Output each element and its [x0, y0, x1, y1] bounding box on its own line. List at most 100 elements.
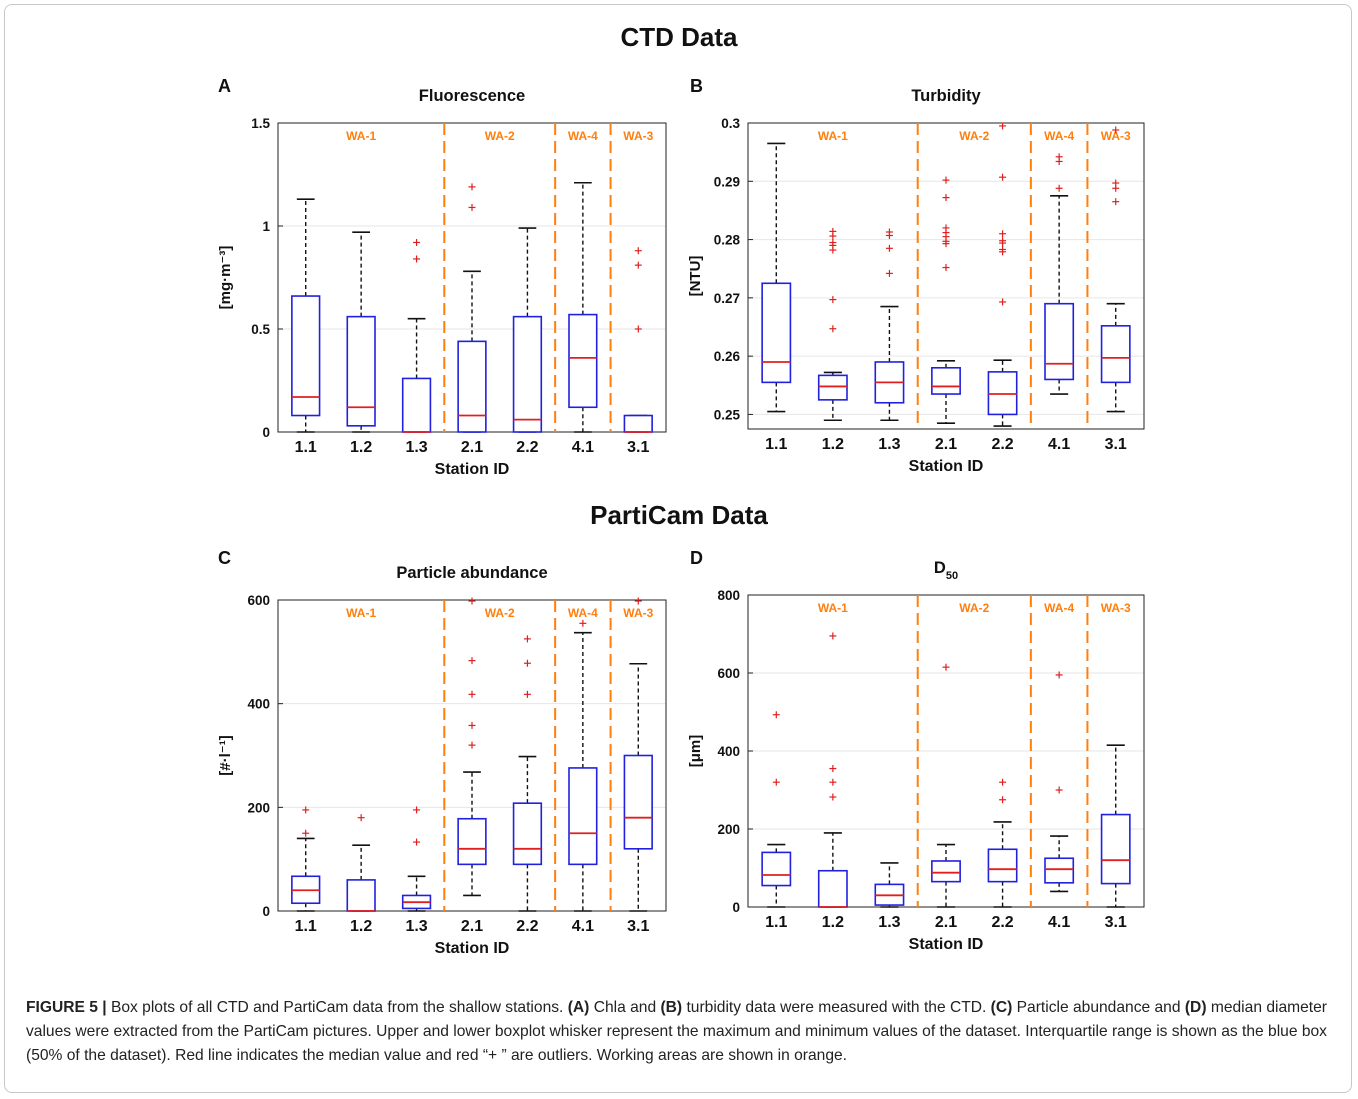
outlier-marker	[829, 296, 837, 304]
box-1-1	[761, 711, 792, 908]
box-3-1	[1100, 126, 1131, 413]
y-tick-label: 0.29	[714, 174, 740, 189]
box-2-1	[931, 663, 961, 908]
x-tick-label-2-2: 2.2	[991, 436, 1013, 453]
outlier-marker	[302, 806, 310, 814]
x-axis-label: Station ID	[909, 936, 984, 953]
x-tick-label-1-3: 1.3	[405, 918, 427, 935]
x-tick-label-1-1: 1.1	[295, 439, 317, 456]
x-tick-label-1-2: 1.2	[822, 436, 844, 453]
caption-ref-c: (C)	[990, 999, 1013, 1016]
outlier-marker	[468, 597, 476, 605]
iqr-box	[457, 340, 487, 433]
working-area-label-wa-3: WA-3	[1101, 129, 1131, 143]
outlier-marker	[829, 632, 837, 640]
chart-d-group: WA-1 WA-2 WA-4 WA-3 0 200 400 600 800 1.1 1.2 1.3 2.…	[687, 559, 1145, 953]
chart-title: D50	[934, 559, 958, 582]
outlier-marker	[413, 238, 421, 246]
x-axis-label: Station ID	[435, 940, 510, 957]
ctd-section-title: CTD Data	[620, 22, 738, 52]
panel-letter-a: A	[218, 76, 231, 96]
outlier-marker	[829, 793, 837, 801]
plot-frame	[747, 122, 1145, 430]
working-area-label-wa-3: WA-3	[623, 129, 653, 143]
iqr-box	[817, 374, 848, 401]
box-1-2	[346, 231, 376, 433]
x-tick-label-1-3: 1.3	[878, 914, 900, 931]
outlier-marker	[523, 690, 531, 698]
x-tick-label-4-1: 4.1	[572, 439, 594, 456]
outlier-marker	[523, 635, 531, 643]
iqr-box	[346, 315, 376, 427]
caption-ref-a: (A)	[567, 999, 590, 1016]
x-tick-label-2-2: 2.2	[991, 914, 1013, 931]
working-area-label-wa-1: WA-1	[818, 129, 848, 143]
caption-ref-b: (B)	[660, 999, 683, 1016]
x-tick-label-1-3: 1.3	[878, 436, 900, 453]
outlier-marker	[634, 325, 642, 333]
chart-a-group: WA-1 WA-2 WA-4 WA-3 0 0.5 1 1.5 1.1 1.2 1.3 2.1 2.2 4…	[217, 87, 667, 478]
y-axis-label: [#·l⁻¹]	[217, 735, 234, 775]
box-1-1	[761, 142, 792, 413]
iqr-box	[512, 315, 543, 433]
outlier-marker	[468, 721, 476, 729]
working-area-label-wa-3: WA-3	[1101, 601, 1131, 615]
y-tick-label: 0.26	[714, 349, 741, 364]
y-tick-label: 400	[717, 744, 740, 759]
iqr-box	[623, 754, 653, 850]
box-3-1	[623, 597, 653, 912]
outlier-marker	[772, 711, 780, 719]
iqr-box	[817, 869, 848, 908]
caption-text-3: turbidity data were measured with the CT…	[682, 999, 991, 1016]
outlier-marker	[579, 619, 587, 627]
x-tick-label-1-1: 1.1	[295, 918, 317, 935]
outlier-marker	[302, 829, 310, 837]
iqr-box	[401, 377, 432, 433]
y-tick-label: 600	[717, 666, 740, 681]
box-3-1	[1100, 744, 1131, 908]
outlier-marker	[468, 741, 476, 749]
box-4-1	[568, 619, 598, 912]
outlier-marker	[523, 659, 531, 667]
box-2-2	[512, 227, 543, 433]
iqr-box	[1044, 302, 1075, 381]
outlier-marker	[829, 778, 837, 786]
caption-text-4: Particle abundance and	[1012, 999, 1185, 1016]
x-tick-label-2-1: 2.1	[935, 914, 957, 931]
outlier-marker	[999, 248, 1007, 256]
box-1-1	[291, 198, 321, 433]
y-tick-label: 0.25	[714, 407, 741, 422]
chart-b-group: WA-1 WA-2 WA-4 WA-3 0.25 0.26 0.27 0.28 0.29 0.3 1…	[687, 87, 1145, 475]
x-tick-label-1-2: 1.2	[350, 439, 372, 456]
outlier-marker	[999, 796, 1007, 804]
chart-title: Turbidity	[911, 87, 981, 105]
particam-section-title: PartiCam Data	[590, 500, 768, 530]
outlier-marker	[468, 203, 476, 211]
box-2-2	[512, 635, 543, 912]
iqr-box	[568, 767, 598, 866]
outlier-marker	[413, 838, 421, 846]
outlier-marker	[772, 778, 780, 786]
outlier-marker	[885, 244, 893, 252]
panel-letter-c: C	[218, 548, 231, 568]
outlier-marker	[1055, 157, 1063, 165]
box-2-1	[931, 176, 961, 424]
x-tick-label-1-1: 1.1	[765, 436, 787, 453]
x-tick-label-2-1: 2.1	[935, 436, 957, 453]
x-tick-label-2-1: 2.1	[461, 918, 483, 935]
x-tick-label-1-3: 1.3	[405, 439, 427, 456]
chart-c-group: WA-1 WA-2 WA-4 WA-3 0 200 400 600 1.1 1.2 1.3 2.1 2.…	[217, 564, 667, 957]
outlier-marker	[1112, 126, 1120, 134]
outlier-marker	[999, 173, 1007, 181]
x-tick-label-3-1: 3.1	[627, 918, 649, 935]
outlier-marker	[1055, 671, 1063, 679]
outlier-marker	[1055, 184, 1063, 192]
x-tick-label-2-1: 2.1	[461, 439, 483, 456]
iqr-box	[931, 860, 961, 883]
chart-title: Fluorescence	[419, 87, 525, 105]
iqr-box	[1044, 857, 1075, 884]
working-area-label-wa-2: WA-2	[959, 601, 989, 615]
caption-figure-label: FIGURE 5 |	[26, 999, 107, 1016]
working-area-label-wa-2: WA-2	[959, 129, 989, 143]
x-tick-label-4-1: 4.1	[1048, 436, 1070, 453]
